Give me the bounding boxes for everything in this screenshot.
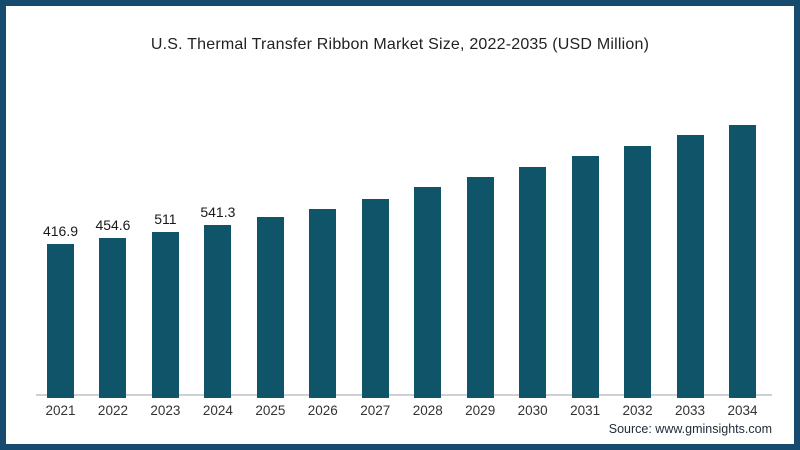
bar-group-2021: 416.9 2021 <box>43 60 78 418</box>
x-axis-tick-label: 2029 <box>465 403 496 418</box>
bar-group-2030: 2030 <box>518 60 548 418</box>
bar-group-2032: 2032 <box>623 60 653 418</box>
x-axis-tick-label: 2022 <box>97 403 128 418</box>
bar-group-2024: 541.3 2024 <box>200 60 235 418</box>
bar <box>414 187 442 398</box>
bar <box>99 238 127 398</box>
bar <box>466 177 494 398</box>
x-axis-tick-label: 2032 <box>622 403 653 418</box>
x-axis-line <box>36 394 772 396</box>
bar-group-2023: 511 2023 <box>150 60 180 418</box>
bar-plot-area: 416.9 2021 454.6 2022 511 2023 541.3 2024 2025 20… <box>43 60 758 418</box>
bar-group-2033: 2033 <box>675 60 705 418</box>
bar-value-label: 511 <box>154 211 177 227</box>
x-axis-tick-label: 2031 <box>570 403 601 418</box>
bar-group-2025: 2025 <box>255 60 285 418</box>
chart-canvas: U.S. Thermal Transfer Ribbon Market Size… <box>6 6 794 444</box>
bar <box>151 232 179 398</box>
bar-value-label: 416.9 <box>42 223 79 239</box>
bar-value-label: 454.6 <box>95 217 131 233</box>
bar-value-label: 541.3 <box>200 204 236 220</box>
bar <box>624 146 652 398</box>
bar <box>571 156 599 398</box>
bar-group-2034: 2034 <box>727 60 758 418</box>
bar-group-2026: 2026 <box>308 60 338 418</box>
bar <box>47 244 74 398</box>
bar <box>676 135 704 398</box>
bar-group-2031: 2031 <box>570 60 600 418</box>
bar-group-2028: 2028 <box>413 60 443 418</box>
bar <box>729 125 756 398</box>
bar <box>204 225 232 398</box>
source-attribution: Source: www.gminsights.com <box>608 422 772 436</box>
x-axis-tick-label: 2023 <box>150 403 181 418</box>
x-axis-tick-label: 2024 <box>202 403 233 418</box>
x-axis-tick-label: 2027 <box>360 403 391 418</box>
x-axis-tick-label: 2026 <box>307 403 338 418</box>
x-axis-tick-label: 2025 <box>255 403 286 418</box>
x-axis-tick-label: 2021 <box>45 403 76 418</box>
chart-title: U.S. Thermal Transfer Ribbon Market Size… <box>150 36 650 53</box>
x-axis-tick-label: 2030 <box>517 403 548 418</box>
bar-group-2027: 2027 <box>360 60 390 418</box>
bar <box>519 167 547 398</box>
x-axis-tick-label: 2028 <box>412 403 443 418</box>
x-axis-tick-label: 2034 <box>727 403 758 418</box>
bar <box>361 199 389 398</box>
bar-group-2029: 2029 <box>465 60 495 418</box>
bar <box>309 209 337 398</box>
x-axis-tick-label: 2033 <box>675 403 706 418</box>
bar <box>256 217 284 398</box>
bar-group-2022: 454.6 2022 <box>95 60 130 418</box>
